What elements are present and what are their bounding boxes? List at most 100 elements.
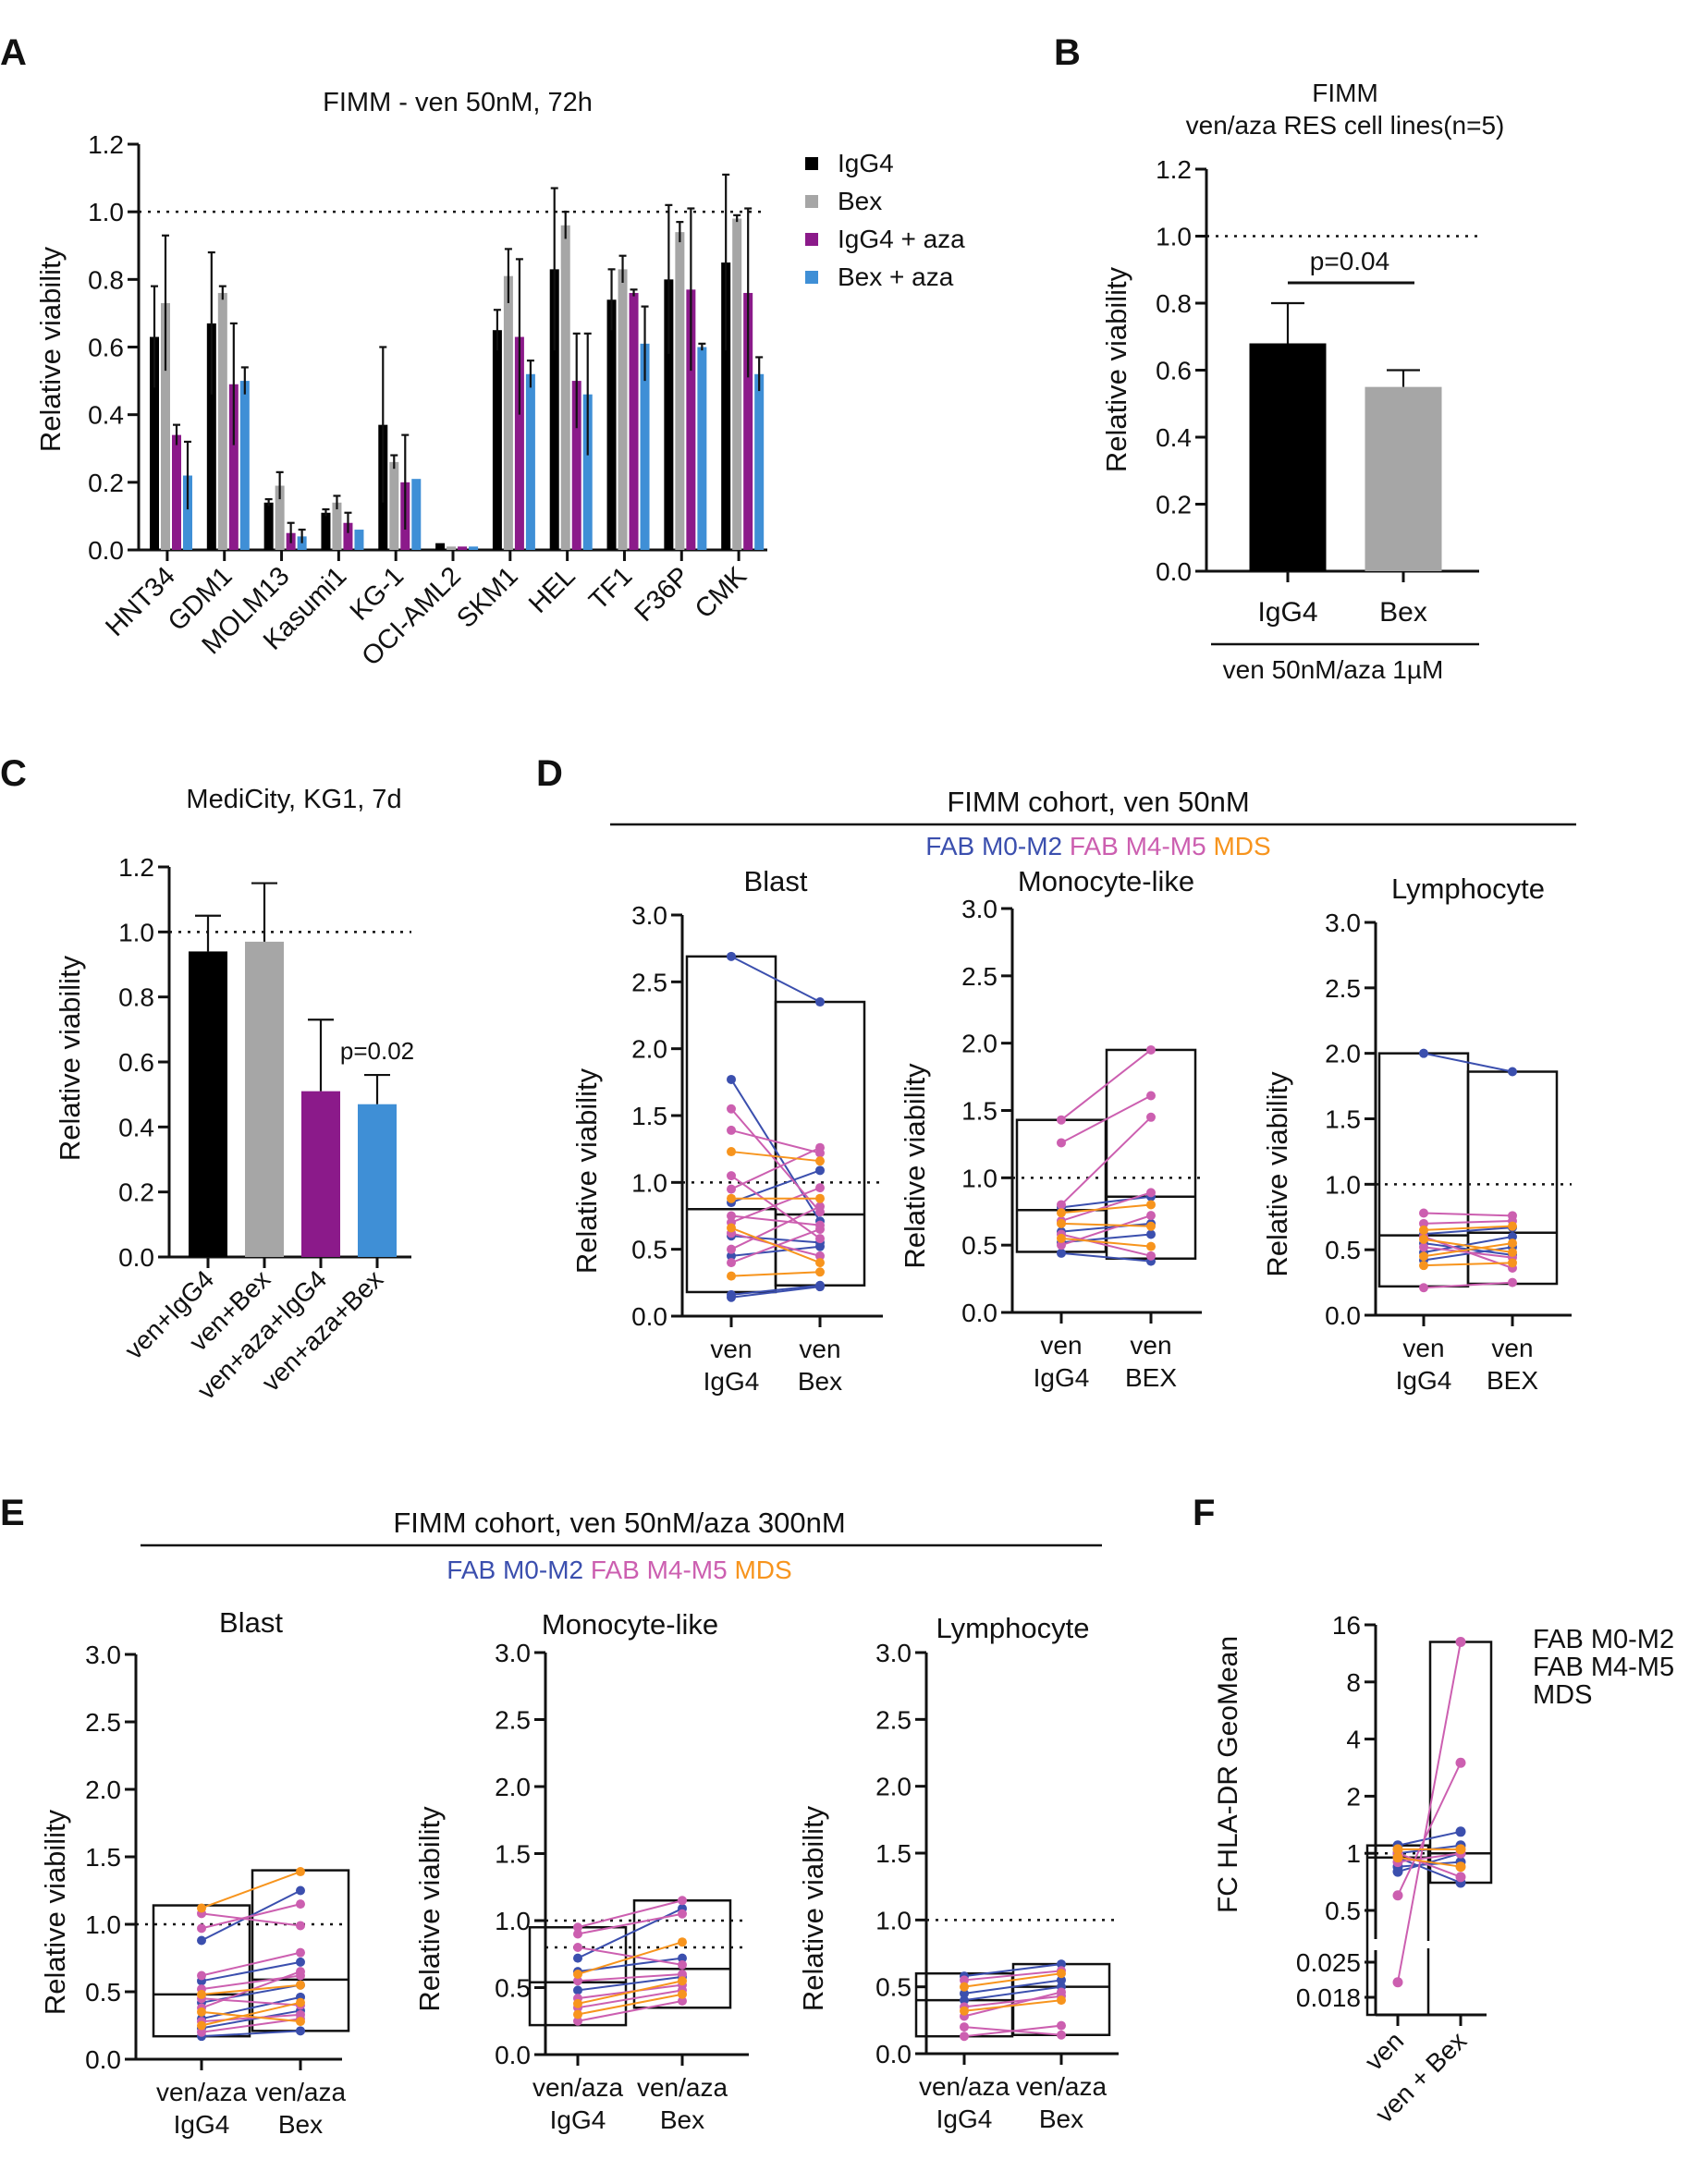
data-point (727, 1211, 736, 1221)
legend-label: Bex + aza (838, 262, 954, 291)
paired-line (1060, 1191, 1152, 1222)
paired-line (963, 1991, 1062, 2018)
y-tick-label: 3.0 (1325, 909, 1361, 937)
data-point (815, 997, 825, 1007)
panel-c-ylabel: Relative viability (54, 955, 86, 1161)
data-point (197, 1903, 206, 1913)
legend-swatch (805, 233, 818, 246)
y-tick-label: 0.0 (1325, 1301, 1361, 1330)
data-point (1146, 1091, 1156, 1101)
legend-mds: MDS (1533, 1680, 1592, 1710)
y-tick-label: 0.6 (118, 1048, 154, 1077)
data-point (1419, 1261, 1428, 1271)
y-tick-label: 1.5 (85, 1843, 121, 1872)
data-point (815, 1193, 825, 1203)
panel-e-title: FIMM cohort, ven 50nM/aza 300nM (393, 1507, 845, 1539)
paired-line (963, 1985, 1062, 2002)
paired-line (1423, 1226, 1513, 1236)
data-point (727, 1244, 736, 1254)
x-tick-label: Bex (278, 2110, 323, 2139)
y-tick-label: 0.0 (495, 2041, 531, 2069)
paired-line (730, 1205, 821, 1251)
bar (618, 269, 628, 550)
paired-line (201, 1903, 301, 1930)
bar (458, 546, 468, 550)
paired-line (730, 1245, 821, 1257)
subplot-ylabel: Relative viability (39, 1809, 71, 2015)
data-point (1508, 1221, 1517, 1231)
data-point (815, 1165, 825, 1176)
x-tick-label: Bex (1379, 597, 1427, 628)
x-tick-label: ven (1402, 1334, 1444, 1362)
bar (571, 381, 581, 550)
bar (411, 479, 422, 550)
paired-line (201, 2010, 301, 2023)
y-tick-label: 3.0 (631, 901, 667, 930)
data-point (573, 1976, 582, 1986)
paired-line (1423, 1212, 1513, 1217)
y-tick-label: 1.5 (631, 1102, 667, 1130)
paired-line (201, 2013, 301, 2023)
x-tick-label: HEL (523, 561, 581, 619)
y-tick-label: 0.8 (88, 265, 124, 294)
y-tick-label: 0.0 (961, 1299, 997, 1327)
paired-line (963, 1999, 1062, 2012)
data-point (727, 1292, 736, 1302)
x-tick-label: IgG4 (1034, 1363, 1090, 1392)
data-point (1146, 1251, 1156, 1261)
x-tick-label: Bex (798, 1367, 842, 1396)
data-point (1057, 1200, 1066, 1210)
data-point (727, 1171, 736, 1181)
paired-line (201, 1995, 301, 2020)
data-point (727, 951, 736, 961)
paired-line (1060, 1222, 1152, 1227)
bar (343, 522, 353, 550)
data-point (1057, 1115, 1066, 1125)
paired-line (730, 1151, 821, 1163)
data-point (727, 1251, 736, 1261)
data-point (573, 1985, 582, 1995)
x-tick-label: F36P (630, 561, 696, 628)
x-tick-label: ven/aza (156, 2078, 247, 2106)
paired-line (201, 2001, 301, 2027)
paired-line (1423, 1220, 1513, 1225)
data-point (678, 1909, 687, 1919)
paired-line (201, 2030, 301, 2038)
data-point (727, 1074, 736, 1084)
bar (172, 434, 181, 550)
panel-a-bar-chart: FIMM - ven 50nM, 72h Relative viability … (34, 88, 965, 672)
y-tick-label: 0.5 (1325, 1897, 1361, 1925)
paired-line (730, 955, 821, 1003)
data-point (1419, 1208, 1428, 1218)
panel-label-f: F (1193, 1493, 1215, 1533)
data-point (678, 1989, 687, 1999)
data-point (1146, 1200, 1156, 1210)
paired-line (1060, 1195, 1152, 1209)
bar (332, 502, 342, 550)
y-tick-label: 0.2 (118, 1178, 154, 1207)
legend-swatch (805, 271, 818, 284)
data-point (678, 1937, 687, 1947)
y-tick-label: 2.5 (875, 1705, 912, 1734)
data-point (1455, 1637, 1466, 1648)
data-point (1508, 1238, 1517, 1249)
x-tick-label: HNT34 (100, 561, 181, 642)
panel-e-legend: FAB M0-M2 FAB M4-M5 MDS (447, 1556, 791, 1584)
y-tick-label: 1.5 (1325, 1105, 1361, 1134)
paired-line (963, 2024, 1062, 2038)
data-point (960, 1988, 969, 1998)
bar (675, 232, 685, 550)
panel-d-paired-plots: FIMM cohort, ven 50nM FAB M0-M2 FAB M4-M… (570, 786, 1576, 1396)
paired-line (1423, 1225, 1513, 1231)
bar (183, 475, 192, 550)
paired-line (201, 2009, 301, 2030)
legend-fab-m4-m5: FAB M4-M5 (1533, 1653, 1674, 1682)
data-point (197, 1935, 206, 1946)
bar (435, 543, 446, 550)
y-tick-label: 8 (1346, 1668, 1361, 1697)
data-point (296, 1980, 305, 1990)
y-tick-label: 0.5 (961, 1231, 997, 1260)
paired-line (963, 1963, 1062, 1978)
paired-line (577, 1946, 683, 1966)
y-tick-label: 0.0 (118, 1243, 154, 1272)
